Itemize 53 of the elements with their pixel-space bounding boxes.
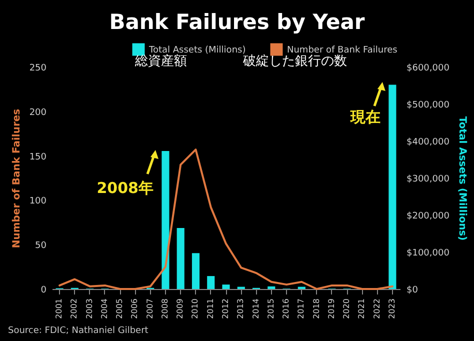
annotation: 総資産額 — [135, 54, 187, 69]
x-tick-label: 2018 — [312, 298, 321, 319]
y2-tick-label: $500,000 — [406, 100, 450, 110]
y-tick-label: 50 — [35, 241, 47, 252]
bar — [222, 284, 230, 289]
bar — [207, 276, 215, 289]
x-tick-label: 2022 — [372, 298, 382, 319]
x-tick-label: 2015 — [266, 298, 276, 319]
annotation: 現在 — [350, 108, 380, 126]
x-tick-label: 2021 — [357, 298, 366, 319]
bar — [388, 84, 396, 289]
legend-label: Number of Bank Failures — [287, 46, 398, 56]
x-tick-label: 2013 — [236, 298, 246, 319]
y-axis-title: Number of Bank Failures — [11, 108, 22, 248]
chart-title: Bank Failures by Year — [109, 10, 366, 34]
x-tick-label: 2003 — [84, 298, 94, 319]
y-tick-label: 0 — [40, 286, 47, 296]
bar — [268, 286, 276, 289]
x-tick-label: 2012 — [221, 298, 230, 319]
y-tick-label: 150 — [29, 152, 47, 162]
annotation: 破綻した銀行の数 — [243, 54, 347, 69]
line-series — [58, 148, 394, 290]
y2-tick-label: $100,000 — [406, 248, 450, 258]
source-note: Source: FDIC; Nathaniel Gilbert — [8, 326, 148, 336]
x-tick-label: 2023 — [387, 298, 396, 319]
y-tick-label: 100 — [29, 196, 47, 207]
x-tick-label: 2020 — [342, 298, 352, 319]
y2-tick-label: $0 — [406, 286, 418, 296]
x-tick-label: 2014 — [251, 298, 260, 319]
x-tick-label: 2004 — [100, 298, 109, 319]
x-tick-label: 2010 — [190, 298, 200, 319]
y2-tick-label: $300,000 — [406, 174, 450, 184]
x-tick-label: 2006 — [130, 298, 140, 319]
y2-tick-label: $400,000 — [406, 138, 450, 148]
y2-tick-label: $200,000 — [406, 212, 450, 222]
y-tick-label: 200 — [29, 108, 47, 118]
x-tick-label: 2001 — [54, 298, 64, 319]
annotation: 2008年 — [96, 179, 154, 197]
x-tick-label: 2017 — [296, 298, 306, 319]
y2-axis-title: Total Assets (Millions) — [456, 116, 468, 241]
x-tick-label: 2007 — [145, 298, 154, 319]
x-tick-label: 2011 — [206, 298, 215, 319]
x-tick-label: 2009 — [176, 298, 185, 319]
bar — [162, 150, 170, 289]
x-tick-label: 2019 — [326, 298, 336, 319]
x-tick-label: 2005 — [115, 298, 124, 319]
x-tick-label: 2016 — [282, 298, 291, 319]
x-tick-label: 2002 — [70, 298, 79, 319]
y-tick-label: 250 — [29, 64, 47, 74]
bar — [192, 253, 200, 289]
bar — [176, 228, 184, 289]
x-tick-label: 2008 — [160, 298, 170, 319]
y2-tick-label: $600,000 — [406, 64, 450, 74]
